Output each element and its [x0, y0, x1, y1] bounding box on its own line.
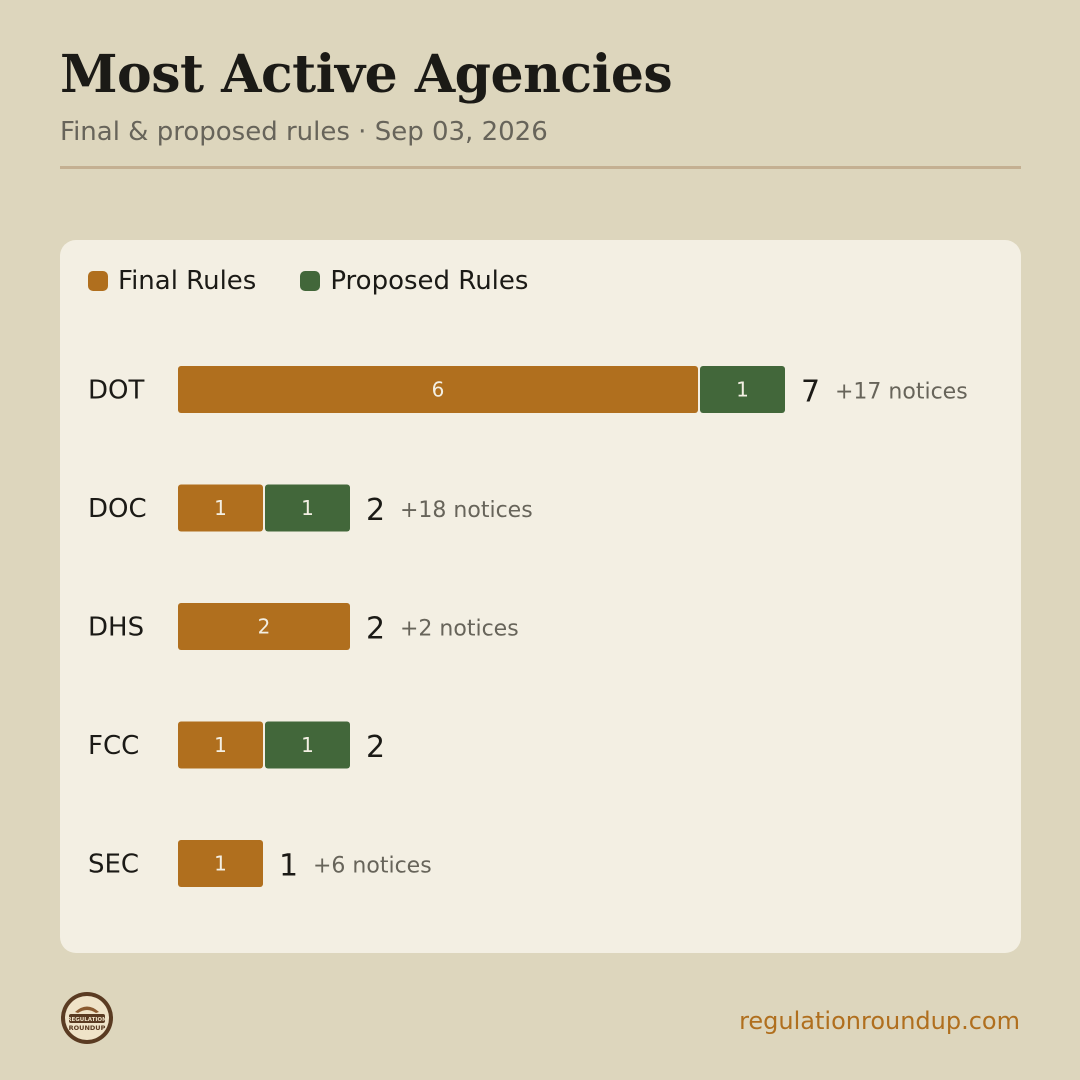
legend-item-final: Final Rules [88, 266, 256, 296]
regulation-roundup-logo: REGULATION ROUNDUP [60, 991, 114, 1049]
notices-label-doc: +18 notices [400, 498, 533, 523]
legend-item-proposed: Proposed Rules [300, 266, 528, 296]
category-label-sec: SEC [88, 850, 139, 880]
bar-final-fcc [178, 721, 263, 769]
bar-final-sec [178, 840, 263, 887]
notices-label-sec: +6 notices [313, 854, 432, 879]
category-label-dhs: DHS [88, 613, 144, 643]
data-label-final-fcc: 1 [214, 733, 227, 757]
data-label-final-dhs: 2 [258, 615, 271, 639]
data-label-final-dot: 6 [432, 378, 445, 402]
legend-label-final: Final Rules [118, 266, 257, 296]
data-label-proposed-doc: 1 [301, 496, 314, 520]
stacked-bar-chart: DOT 6 1 7 +17 notices DOC 1 1 2 +18 notices DHS 2 2 +… [88, 366, 968, 887]
header-divider [60, 166, 1021, 169]
total-label-dhs: 2 [366, 612, 385, 647]
bar-proposed-doc [265, 484, 350, 532]
legend-swatch-final [88, 271, 108, 291]
svg-text:ROUNDUP: ROUNDUP [69, 1024, 106, 1032]
category-label-dot: DOT [88, 376, 144, 406]
total-label-dot: 7 [801, 375, 820, 410]
legend-swatch-proposed [300, 271, 321, 291]
data-label-final-doc: 1 [214, 496, 227, 520]
bar-proposed-fcc [265, 721, 350, 769]
notices-label-dhs: +2 notices [400, 617, 519, 642]
legend-label-proposed: Proposed Rules [330, 266, 529, 296]
category-label-fcc: FCC [88, 731, 139, 761]
page-subtitle: Final & proposed rules · Sep 03, 2026 [60, 117, 548, 147]
chart-card: Final Rules Proposed Rules DOT 6 1 7 +17 not… [60, 240, 1021, 953]
bar-final-dhs [178, 603, 350, 650]
bar-proposed-dot [700, 366, 785, 413]
bar-final-doc [178, 484, 263, 532]
total-label-doc: 2 [366, 493, 385, 528]
svg-text:REGULATION: REGULATION [67, 1017, 107, 1023]
notices-label-dot: +17 notices [835, 380, 968, 405]
data-label-final-sec: 1 [214, 852, 227, 876]
total-label-fcc: 2 [366, 730, 385, 765]
bar-final-dot [178, 366, 698, 413]
chart-legend: Final Rules Proposed Rules [88, 266, 572, 296]
category-label-doc: DOC [88, 494, 147, 524]
page-title: Most Active Agencies [60, 44, 673, 105]
data-label-proposed-fcc: 1 [301, 733, 314, 757]
data-label-proposed-dot: 1 [736, 378, 749, 402]
footer-url[interactable]: regulationroundup.com [739, 1007, 1020, 1035]
total-label-sec: 1 [279, 849, 298, 884]
